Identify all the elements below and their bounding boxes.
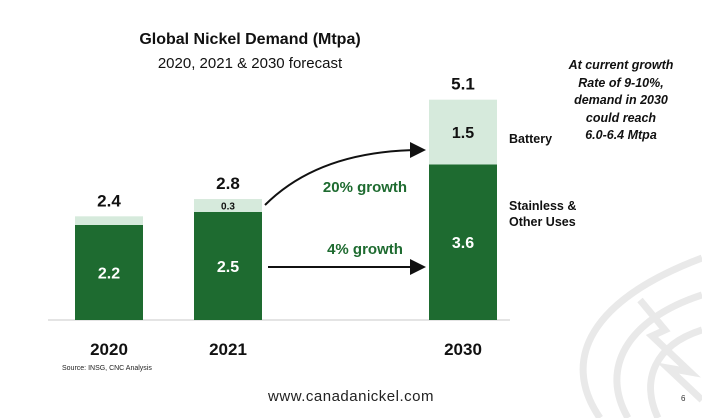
total-value-label: 2.8 xyxy=(216,174,240,193)
bar-segment-stainless xyxy=(194,212,262,320)
segment-value-label: 0.3 xyxy=(221,202,235,213)
bar-segment-stainless xyxy=(429,164,497,320)
bar-segment-battery xyxy=(194,199,262,212)
page-number: 6 xyxy=(681,394,686,403)
bar-segment-battery xyxy=(429,99,497,165)
website-link[interactable]: www.canadanickel.com xyxy=(268,388,434,405)
category-label: 2021 xyxy=(209,340,247,359)
segment-value-label: 3.6 xyxy=(452,235,474,252)
growth-label-battery: 20% growth xyxy=(323,179,407,196)
annotation-line: 6.0-6.4 Mtpa xyxy=(585,128,657,142)
growth-label-stainless: 4% growth xyxy=(327,241,403,258)
segment-value-label: 1.5 xyxy=(452,125,474,142)
segment-value-label: 2.5 xyxy=(217,259,239,276)
annotation-line: At current growth xyxy=(568,58,674,72)
source-note: Source: INSG, CNC Analysis xyxy=(62,365,152,372)
legend-stainless: Stainless & xyxy=(509,199,576,213)
category-label: 2030 xyxy=(444,340,482,359)
legend-stainless: Other Uses xyxy=(509,215,576,229)
leaf-watermark-icon xyxy=(579,254,702,418)
bar-segment-battery xyxy=(75,216,143,225)
bar-segment-stainless xyxy=(75,224,143,320)
total-value-label: 2.4 xyxy=(97,191,121,210)
category-label: 2020 xyxy=(90,340,128,359)
segment-value-label: 2.2 xyxy=(98,265,120,282)
legend-battery: Battery xyxy=(509,132,552,146)
bars-group xyxy=(75,99,497,320)
growth-arrow-battery xyxy=(264,142,426,206)
chart-subtitle: 2020, 2021 & 2030 forecast xyxy=(157,55,343,72)
total-value-label: 5.1 xyxy=(451,75,475,94)
chart-title: Global Nickel Demand (Mtpa) xyxy=(139,31,361,48)
annotation-line: Rate of 9-10%, xyxy=(578,75,664,90)
labels-group: 2.2 2.4 2020 2.5 0.3 2.8 2021 3.6 1.5 5.1 2030 xyxy=(90,75,482,359)
annotation-line: demand in 2030 xyxy=(574,93,668,107)
annotation-line: could reach xyxy=(585,110,657,125)
growth-annotation-note: At current growth Rate of 9-10%, demand … xyxy=(548,57,694,145)
